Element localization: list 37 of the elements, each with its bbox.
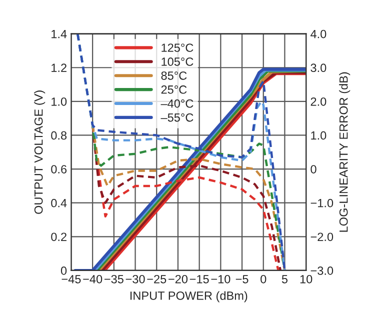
x-tick-label: 5 xyxy=(282,275,288,284)
y2-axis-title: LOG-LINEARITY ERROR (dB) xyxy=(339,72,350,232)
x-tick-label: −20 xyxy=(168,274,188,284)
legend-label: 105°C xyxy=(162,58,194,66)
y2-tick-label: −3.0 xyxy=(310,266,334,275)
y2-tick-label: −1.0 xyxy=(310,198,334,208)
x-tick-label: −15 xyxy=(190,275,209,284)
x-tick-label: 0 xyxy=(260,274,266,284)
x-tick-label: −40 xyxy=(83,274,102,284)
x-tick-label: −25 xyxy=(147,274,166,284)
y-axis-title: OUTPUT VOLTAGE (V) xyxy=(34,90,46,214)
legend-label: –55°C xyxy=(160,113,194,122)
y-tick-label: 1.4 xyxy=(52,30,67,38)
x-tick-label: 10 xyxy=(300,274,312,284)
x-axis-title: INPUT POWER (dBm) xyxy=(130,291,248,302)
x-tick-label: −45 xyxy=(62,275,81,284)
x-tick-label: −35 xyxy=(104,274,124,284)
y2-tick-label: −2.0 xyxy=(310,232,334,242)
legend-label: 25°C xyxy=(161,85,187,94)
x-tick-label: −30 xyxy=(126,274,145,284)
y2-tick-label: 2.0 xyxy=(310,97,326,106)
legend-label: 125°C xyxy=(162,44,194,52)
legend-label: 85°C xyxy=(161,71,187,80)
legend-label: –40°C xyxy=(160,99,194,108)
y2-tick-label: 4.0 xyxy=(310,30,326,38)
y-tick-label: 0.6 xyxy=(51,165,67,174)
x-tick-label: −10 xyxy=(211,274,230,284)
y-tick-label: 0.4 xyxy=(51,198,67,208)
y-tick-label: 0.2 xyxy=(51,232,66,242)
y2-tick-label: 3.0 xyxy=(310,64,326,72)
y-tick-label: 0.8 xyxy=(51,131,67,140)
y-tick-label: 1.2 xyxy=(52,64,66,72)
x-tick-label: −5 xyxy=(236,275,248,284)
y-tick-label: 1.0 xyxy=(52,97,67,106)
y2-tick-label: 0 xyxy=(310,165,316,174)
y-tick-label: 0 xyxy=(60,266,67,275)
y2-tick-label: 1.0 xyxy=(311,131,326,140)
